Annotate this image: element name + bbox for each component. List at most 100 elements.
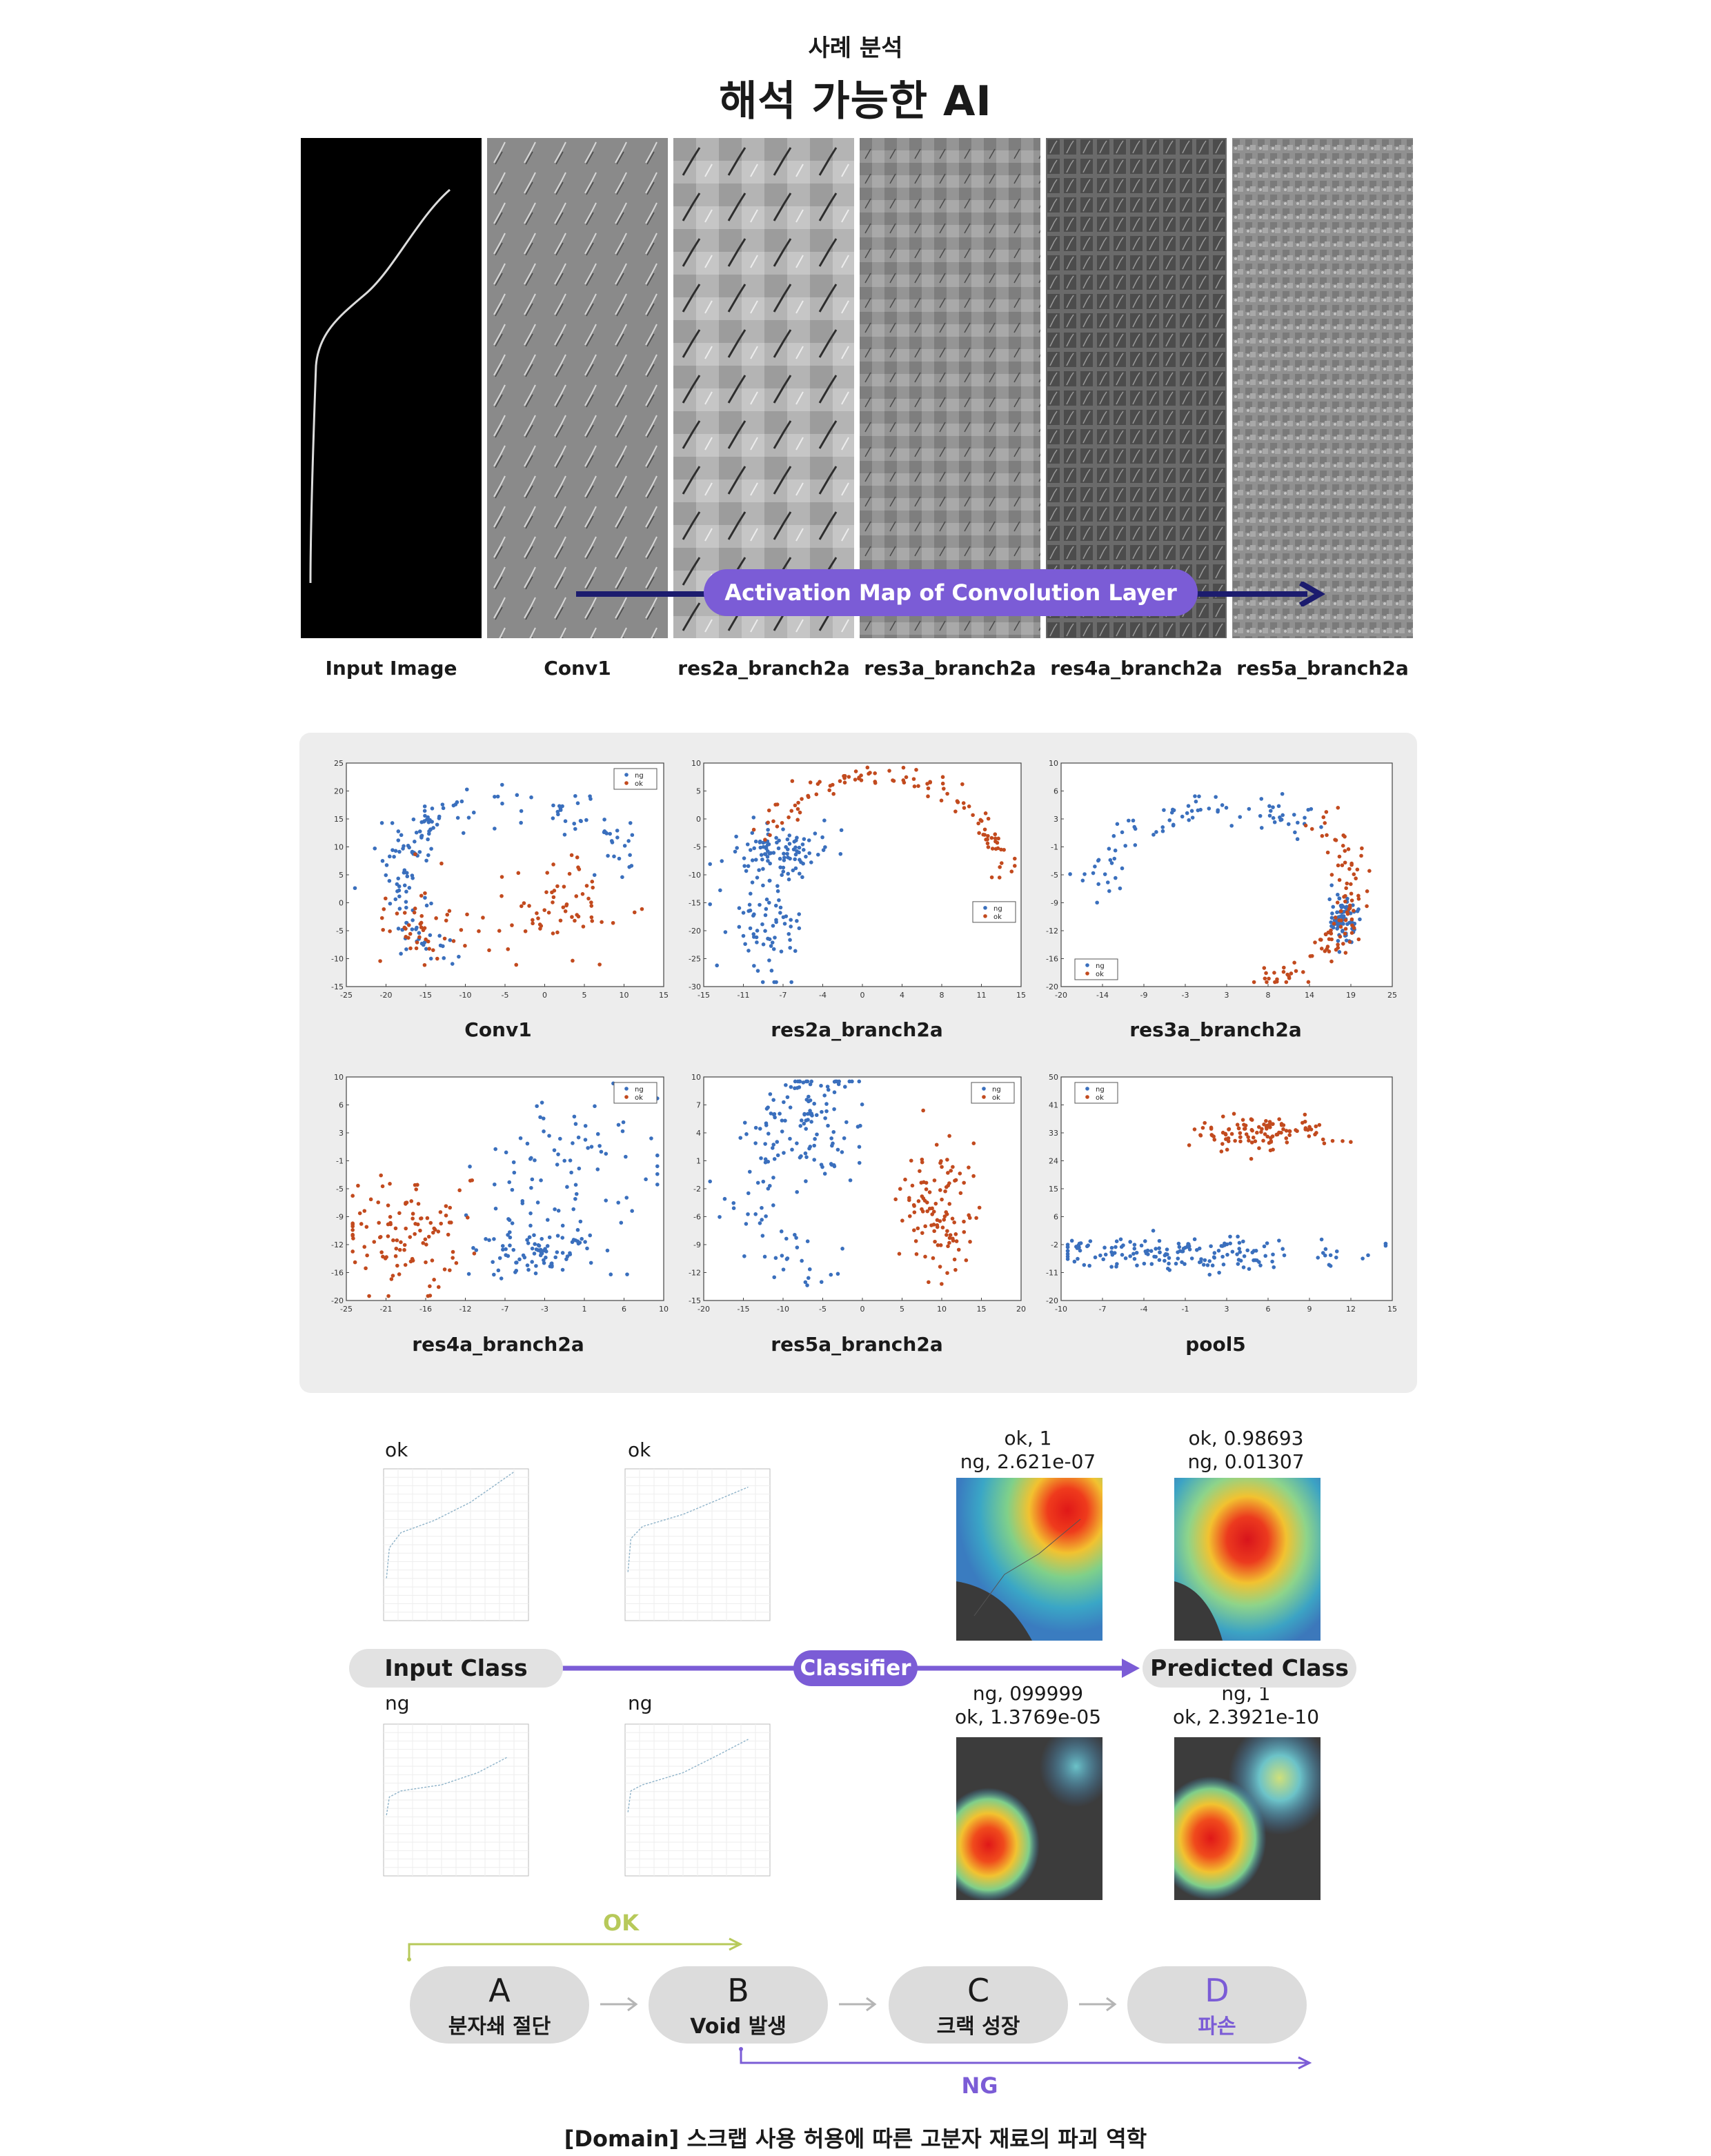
tsne-point-ng bbox=[471, 1246, 475, 1250]
tsne-point-ng bbox=[655, 1153, 660, 1158]
tsne-point-ng bbox=[1270, 1259, 1274, 1264]
tsne-point-ng bbox=[795, 919, 799, 923]
tsne-point-ok bbox=[921, 1108, 925, 1113]
y-tick-label: 10 bbox=[1049, 759, 1058, 768]
tsne-point-ng bbox=[1332, 918, 1337, 923]
prediction-2-line1: ok, 0.98693 bbox=[1188, 1427, 1304, 1450]
legend-marker bbox=[624, 773, 629, 777]
heatmap-ok-2 bbox=[1174, 1478, 1321, 1641]
tsne-point-ng bbox=[774, 920, 778, 924]
tsne-point-ok bbox=[574, 894, 579, 898]
tsne-point-ok bbox=[865, 765, 870, 770]
tsne-point-ok bbox=[426, 1234, 431, 1239]
tsne-point-ok bbox=[1287, 1129, 1292, 1134]
tsne-point-ng bbox=[493, 1147, 497, 1151]
tsne-point-ng bbox=[1098, 1253, 1102, 1258]
tsne-point-ng bbox=[750, 858, 755, 862]
tsne-point-ok bbox=[1343, 918, 1348, 922]
tsne-point-ok bbox=[1333, 916, 1338, 920]
y-tick-label: -16 bbox=[1046, 955, 1058, 964]
tsne-frame bbox=[1060, 762, 1393, 987]
tsne-point-ok bbox=[1341, 844, 1345, 848]
tsne-point-ng bbox=[1327, 1263, 1332, 1267]
stage-d: D 파손 bbox=[1127, 1966, 1307, 2044]
tsne-point-ng bbox=[759, 853, 764, 857]
tsne-point-ok bbox=[413, 852, 417, 857]
tsne-point-ok bbox=[951, 1238, 956, 1243]
tsne-point-ng bbox=[775, 1140, 780, 1144]
tsne-point-ok bbox=[1269, 1136, 1273, 1140]
tsne-point-ng bbox=[788, 945, 793, 950]
tsne-point-ng bbox=[424, 858, 428, 863]
tsne-point-ng bbox=[393, 849, 398, 853]
tsne-point-ok bbox=[958, 1171, 962, 1176]
tsne-point-ok bbox=[1327, 949, 1332, 953]
tsne-point-ok bbox=[1344, 886, 1348, 891]
tsne-point-ng bbox=[794, 1236, 798, 1240]
tsne-point-ng bbox=[760, 1205, 764, 1210]
tsne-point-ng bbox=[1128, 1254, 1132, 1258]
tsne-point-ng bbox=[742, 1120, 747, 1125]
tsne-point-ng bbox=[1082, 872, 1087, 876]
tsne-point-ng bbox=[542, 1260, 546, 1265]
tsne-point-ok bbox=[487, 948, 491, 953]
tsne-point-ng bbox=[810, 1114, 814, 1118]
tsne-point-ng bbox=[428, 933, 433, 938]
tsne-point-ng bbox=[823, 1116, 827, 1120]
tsne-point-ng bbox=[492, 1272, 496, 1277]
tsne-point-ng bbox=[781, 827, 785, 831]
tsne-point-ng bbox=[737, 924, 742, 929]
tsne-point-ng bbox=[525, 1141, 530, 1146]
tsne-point-ng bbox=[573, 1196, 577, 1201]
tsne-point-ok bbox=[913, 1239, 918, 1243]
tsne-point-ng bbox=[624, 1196, 629, 1200]
tsne-point-ng bbox=[783, 1118, 787, 1123]
tsne-point-ok bbox=[926, 786, 931, 791]
tsne-point-ng bbox=[838, 851, 843, 856]
tsne-point-ng bbox=[860, 1102, 864, 1107]
tsne-point-ok bbox=[940, 775, 945, 780]
tsne-point-ng bbox=[1230, 1249, 1235, 1254]
tsne-point-ok bbox=[914, 767, 918, 772]
tsne-point-ng bbox=[560, 1223, 565, 1228]
tsne-point-ng bbox=[492, 1237, 496, 1241]
tsne-point-ng bbox=[801, 847, 806, 852]
tsne-point-ng bbox=[746, 1212, 750, 1216]
tsne-point-ng bbox=[1245, 1248, 1250, 1253]
y-tick-label: 1 bbox=[696, 1157, 701, 1166]
tsne-point-ng bbox=[758, 1221, 762, 1225]
tsne-point-ok bbox=[998, 865, 1002, 869]
tsne-point-ok bbox=[943, 1189, 947, 1194]
legend-label: ng bbox=[993, 905, 1002, 913]
tsne-point-ok bbox=[827, 788, 831, 793]
tsne-point-ng bbox=[1236, 1262, 1240, 1266]
tsne-point-ng bbox=[1190, 815, 1195, 820]
tsne-point-ng bbox=[748, 848, 753, 852]
tsne-point-ng bbox=[501, 1247, 505, 1252]
tsne-point-ng bbox=[414, 830, 419, 835]
tsne-point-ng bbox=[1180, 814, 1185, 819]
tsne-point-ng bbox=[1330, 911, 1334, 916]
tsne-point-ok bbox=[451, 1249, 455, 1254]
tsne-frame bbox=[703, 1076, 1022, 1301]
tsne-point-ng bbox=[411, 876, 415, 880]
tsne-point-ng bbox=[1180, 1260, 1184, 1265]
tsne-point-ng bbox=[753, 1212, 758, 1216]
tsne-point-ng bbox=[572, 1114, 577, 1119]
tsne-point-ng bbox=[751, 935, 756, 939]
tsne-point-ok bbox=[800, 797, 804, 801]
tsne-point-ng bbox=[1221, 1263, 1226, 1267]
tsne-point-ok bbox=[459, 928, 464, 932]
tsne-point-ng bbox=[758, 902, 762, 907]
legend-marker bbox=[1085, 1087, 1089, 1091]
tsne-point-ok bbox=[831, 782, 835, 787]
tsne-point-ok bbox=[1327, 937, 1332, 942]
tsne-point-ng bbox=[748, 908, 753, 913]
tsne-point-ok bbox=[1240, 1118, 1245, 1122]
prediction-3-line1: ng, 099999 bbox=[972, 1682, 1084, 1705]
tsne-point-ng bbox=[1131, 1252, 1136, 1256]
tsne-point-ng bbox=[773, 1256, 778, 1260]
tsne-point-ng bbox=[426, 837, 430, 842]
tsne-point-ng bbox=[799, 1118, 804, 1122]
tsne-point-ng bbox=[822, 1094, 827, 1098]
